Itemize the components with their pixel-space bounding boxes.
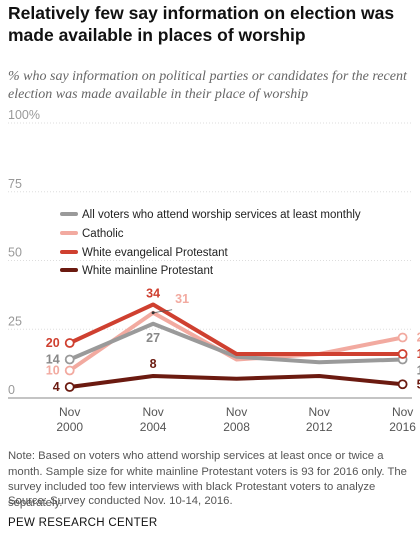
- series-line: [67, 302, 405, 356]
- y-tick-label: 75: [8, 177, 22, 191]
- chart-title: Relatively few say information on electi…: [8, 3, 395, 45]
- data-label: 27: [146, 331, 160, 345]
- chart-note: Note: Based on voters who attend worship…: [8, 450, 407, 509]
- y-tick-label: 100%: [8, 108, 40, 122]
- chart-source: Source: Survey conducted Nov. 10-14, 201…: [8, 495, 233, 507]
- data-label: 22: [417, 331, 420, 345]
- line-chart: 0255075100%Nov2000Nov2004Nov2008Nov2012N…: [8, 108, 420, 434]
- endpoint-marker: [64, 365, 75, 376]
- x-tick-label: 2012: [306, 420, 333, 434]
- series-line: [67, 374, 405, 389]
- chart-subtitle: % who say information on political parti…: [8, 69, 407, 102]
- data-label: 5: [417, 377, 420, 391]
- x-tick-label: Nov: [142, 405, 163, 419]
- y-tick-label: 50: [8, 246, 22, 260]
- x-tick-label: Nov: [226, 405, 247, 419]
- organization-name: PEW RESEARCH CENTER: [8, 517, 158, 529]
- label-leader-line: [153, 309, 173, 314]
- series-line: [67, 321, 405, 365]
- legend-label: Catholic: [82, 228, 124, 240]
- x-tick-label: 2004: [140, 420, 167, 434]
- endpoint-marker: [397, 332, 408, 343]
- data-label: 16: [417, 347, 420, 361]
- series-line: [67, 310, 405, 373]
- endpoint-marker: [64, 354, 75, 365]
- x-tick-label: 2000: [56, 420, 83, 434]
- endpoint-marker: [64, 338, 75, 348]
- data-label: 20: [46, 336, 60, 350]
- x-tick-label: 2008: [223, 420, 250, 434]
- x-tick-label: 2016: [389, 420, 416, 434]
- label-leader-dot: [151, 311, 155, 315]
- endpoint-marker: [397, 349, 408, 359]
- data-label: 31: [175, 292, 189, 306]
- legend-label: White mainline Protestant: [82, 265, 214, 277]
- x-tick-label: Nov: [392, 405, 413, 419]
- data-label: 10: [46, 364, 60, 378]
- x-tick-label: Nov: [309, 405, 330, 419]
- data-label: 14: [46, 353, 60, 367]
- data-label: 4: [53, 380, 60, 394]
- data-label: 34: [146, 287, 160, 301]
- legend-label: White evangelical Protestant: [82, 247, 229, 259]
- endpoint-marker: [64, 382, 75, 392]
- y-tick-label: 25: [8, 314, 22, 328]
- legend-label: All voters who attend worship services a…: [82, 209, 361, 221]
- x-tick-label: Nov: [59, 405, 80, 419]
- y-tick-label: 0: [8, 383, 15, 397]
- endpoint-marker: [397, 379, 408, 390]
- data-label: 8: [150, 357, 157, 371]
- data-label: 14: [417, 364, 420, 378]
